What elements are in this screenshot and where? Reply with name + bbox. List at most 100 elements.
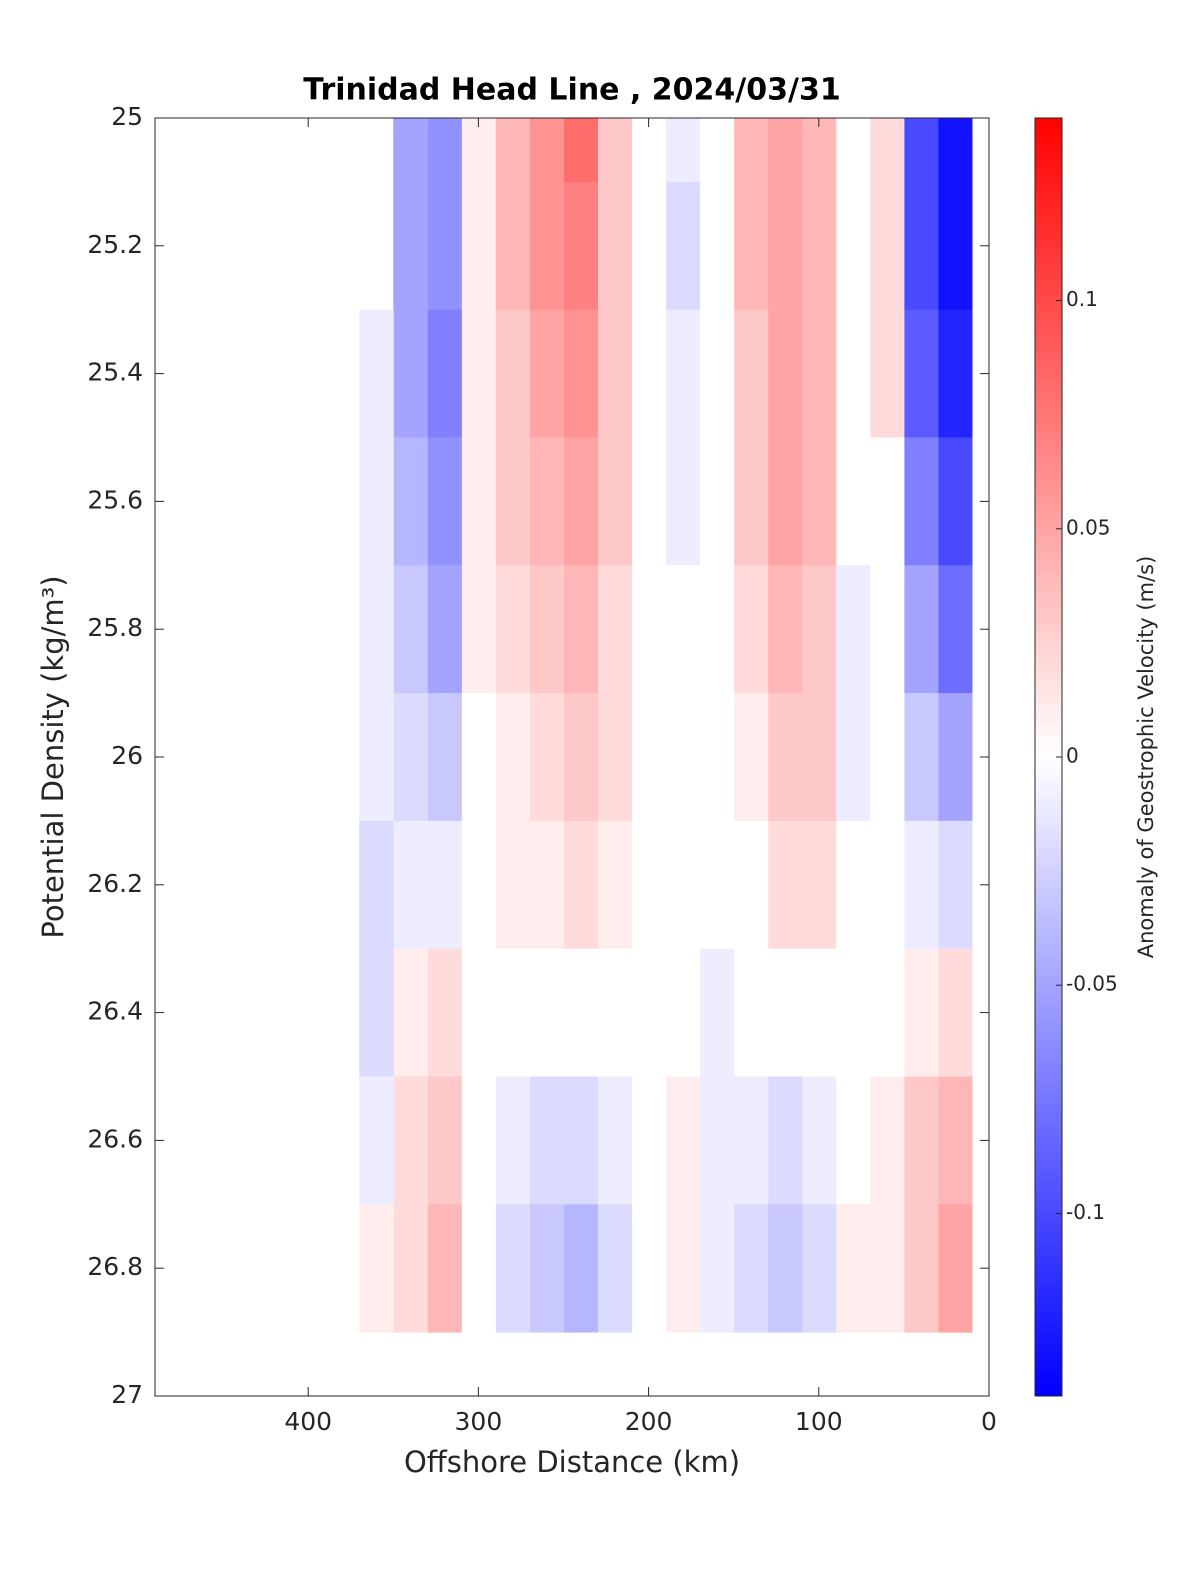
cell [699,309,735,438]
cell [869,565,905,694]
cell [631,1076,667,1205]
cell [427,565,462,694]
cell [767,118,803,183]
cell [597,181,633,311]
cell [461,948,496,1077]
cell [733,1204,769,1333]
x-axis-label: Offshore Distance (km) [404,1445,740,1479]
cell [359,948,394,1077]
cell [461,693,496,822]
cell [767,693,803,822]
cell [563,437,599,566]
colorbar-tick-label: 0.1 [1066,287,1098,311]
cell [835,437,871,566]
cell [461,1204,496,1333]
cell [427,693,462,822]
cell [563,118,599,183]
cell [903,1204,939,1333]
cell [767,181,803,311]
cell [903,820,939,950]
cell [393,948,428,1077]
cell [699,1204,735,1333]
cell [665,118,701,183]
cell [597,820,633,950]
colorbar-tick-label: 0 [1066,744,1079,768]
cell [631,565,667,694]
cell [699,437,735,566]
cell [393,1204,428,1333]
cell [427,309,462,438]
cell [461,820,496,950]
cell [699,565,735,694]
cell [869,118,905,183]
cell [937,820,973,950]
y-tick-label: 25.8 [87,613,143,642]
cell [393,181,428,311]
cell [767,565,803,694]
cell [495,118,530,183]
cell [359,1076,394,1205]
cell [767,1204,803,1333]
cell [597,693,633,822]
cell [665,1204,701,1333]
cell [903,693,939,822]
cell [937,1076,973,1205]
cell [461,437,496,566]
cell [529,693,564,822]
cell [631,309,667,438]
cell [393,693,428,822]
cell [359,309,394,438]
cell [393,820,428,950]
cell [801,118,837,183]
cell [427,948,462,1077]
cell [767,948,803,1077]
y-tick-label: 27 [111,1380,143,1409]
y-tick-label: 26.6 [87,1124,143,1153]
cell [937,118,973,183]
cell [835,565,871,694]
cell [495,437,530,566]
cell [835,693,871,822]
cell [563,948,599,1077]
cell [597,309,633,438]
colorbar-tick-label: -0.05 [1066,972,1118,996]
cell [869,820,905,950]
y-tick-label: 25 [111,102,143,131]
cell [937,309,973,438]
cell [597,565,633,694]
cell [767,309,803,438]
cell [597,948,633,1077]
cell [563,1076,599,1205]
cell [733,820,769,950]
cell [427,1204,462,1333]
cell [529,820,564,950]
y-tick-label: 26.8 [87,1252,143,1281]
cell [801,1204,837,1333]
cell [529,118,564,183]
cell [427,820,462,950]
cell [903,1076,939,1205]
cell [495,693,530,822]
cell [699,118,735,183]
cell [631,437,667,566]
cell [529,437,564,566]
cell [631,948,667,1077]
cell [393,309,428,438]
cell [631,118,667,183]
chart-title: Trinidad Head Line , 2024/03/31 [303,73,840,108]
y-tick-label: 25.4 [87,358,143,387]
cell [359,1204,394,1333]
cell [359,565,394,694]
cell [631,181,667,311]
cell [869,1076,905,1205]
cell [699,820,735,950]
cell [869,181,905,311]
cell [801,565,837,694]
cell [563,1204,599,1333]
cell [903,181,939,311]
y-tick-label: 26.2 [87,869,143,898]
cell [869,437,905,566]
cell [869,309,905,438]
cell [631,820,667,950]
